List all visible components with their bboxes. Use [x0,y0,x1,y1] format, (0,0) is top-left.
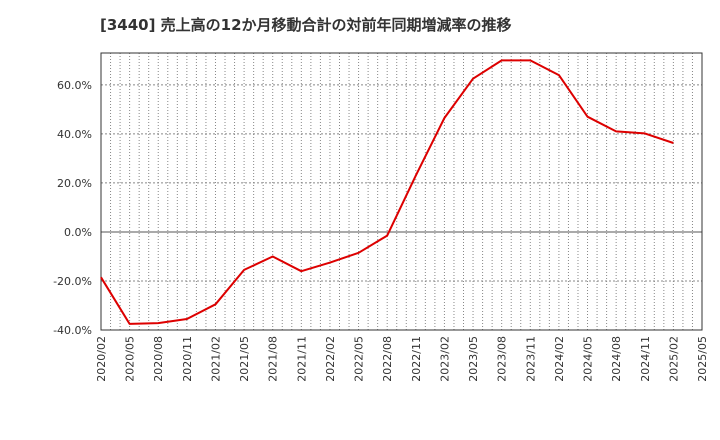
x-tick-label: 2022/11 [410,336,423,382]
x-tick-label: 2025/05 [696,336,709,382]
series-group [100,59,674,325]
x-tick-label: 2020/08 [152,336,165,382]
vertical-gridlines [110,53,693,330]
horizontal-gridlines [101,84,702,331]
x-tick-label: 2022/08 [381,336,394,382]
x-tick-label: 2023/11 [524,336,537,382]
x-tick-label: 2020/05 [124,336,137,382]
x-tick-label: 2023/05 [467,336,480,382]
x-tick-label: 2020/11 [181,336,194,382]
x-tick-label: 2025/02 [667,336,680,382]
x-tick-label: 2021/02 [209,336,222,382]
y-tick-label: 60.0% [57,79,92,92]
y-tick-label: 0.0% [64,226,92,239]
y-axis-labels: 60.0% 40.0% 20.0% 0.0% -20.0% -40.0% [53,79,92,337]
y-tick-label: -40.0% [53,324,92,337]
x-tick-label: 2022/05 [353,336,366,382]
x-tick-label: 2024/11 [639,336,652,382]
plot-area [101,53,702,330]
x-tick-label: 2022/02 [324,336,337,382]
x-tick-label: 2024/02 [553,336,566,382]
y-tick-label: 40.0% [57,128,92,141]
y-tick-label: -20.0% [53,275,92,288]
x-tick-label: 2024/08 [610,336,623,382]
x-tick-label: 2021/08 [267,336,280,382]
y-tick-label: 20.0% [57,177,92,190]
series-line [100,59,674,325]
x-tick-label: 2021/11 [295,336,308,382]
x-tick-label: 2023/02 [438,336,451,382]
x-tick-label: 2020/02 [95,336,108,382]
x-tick-label: 2023/08 [496,336,509,382]
chart-title: [3440] 売上高の12か月移動合計の対前年同期増減率の推移 [100,16,512,34]
x-axis-labels: 2020/02 2020/05 2020/08 2020/11 2021/02 2021/… [95,336,709,382]
plot-border [100,52,703,331]
x-tick-label: 2024/05 [582,336,595,382]
x-tick-label: 2021/05 [238,336,251,382]
